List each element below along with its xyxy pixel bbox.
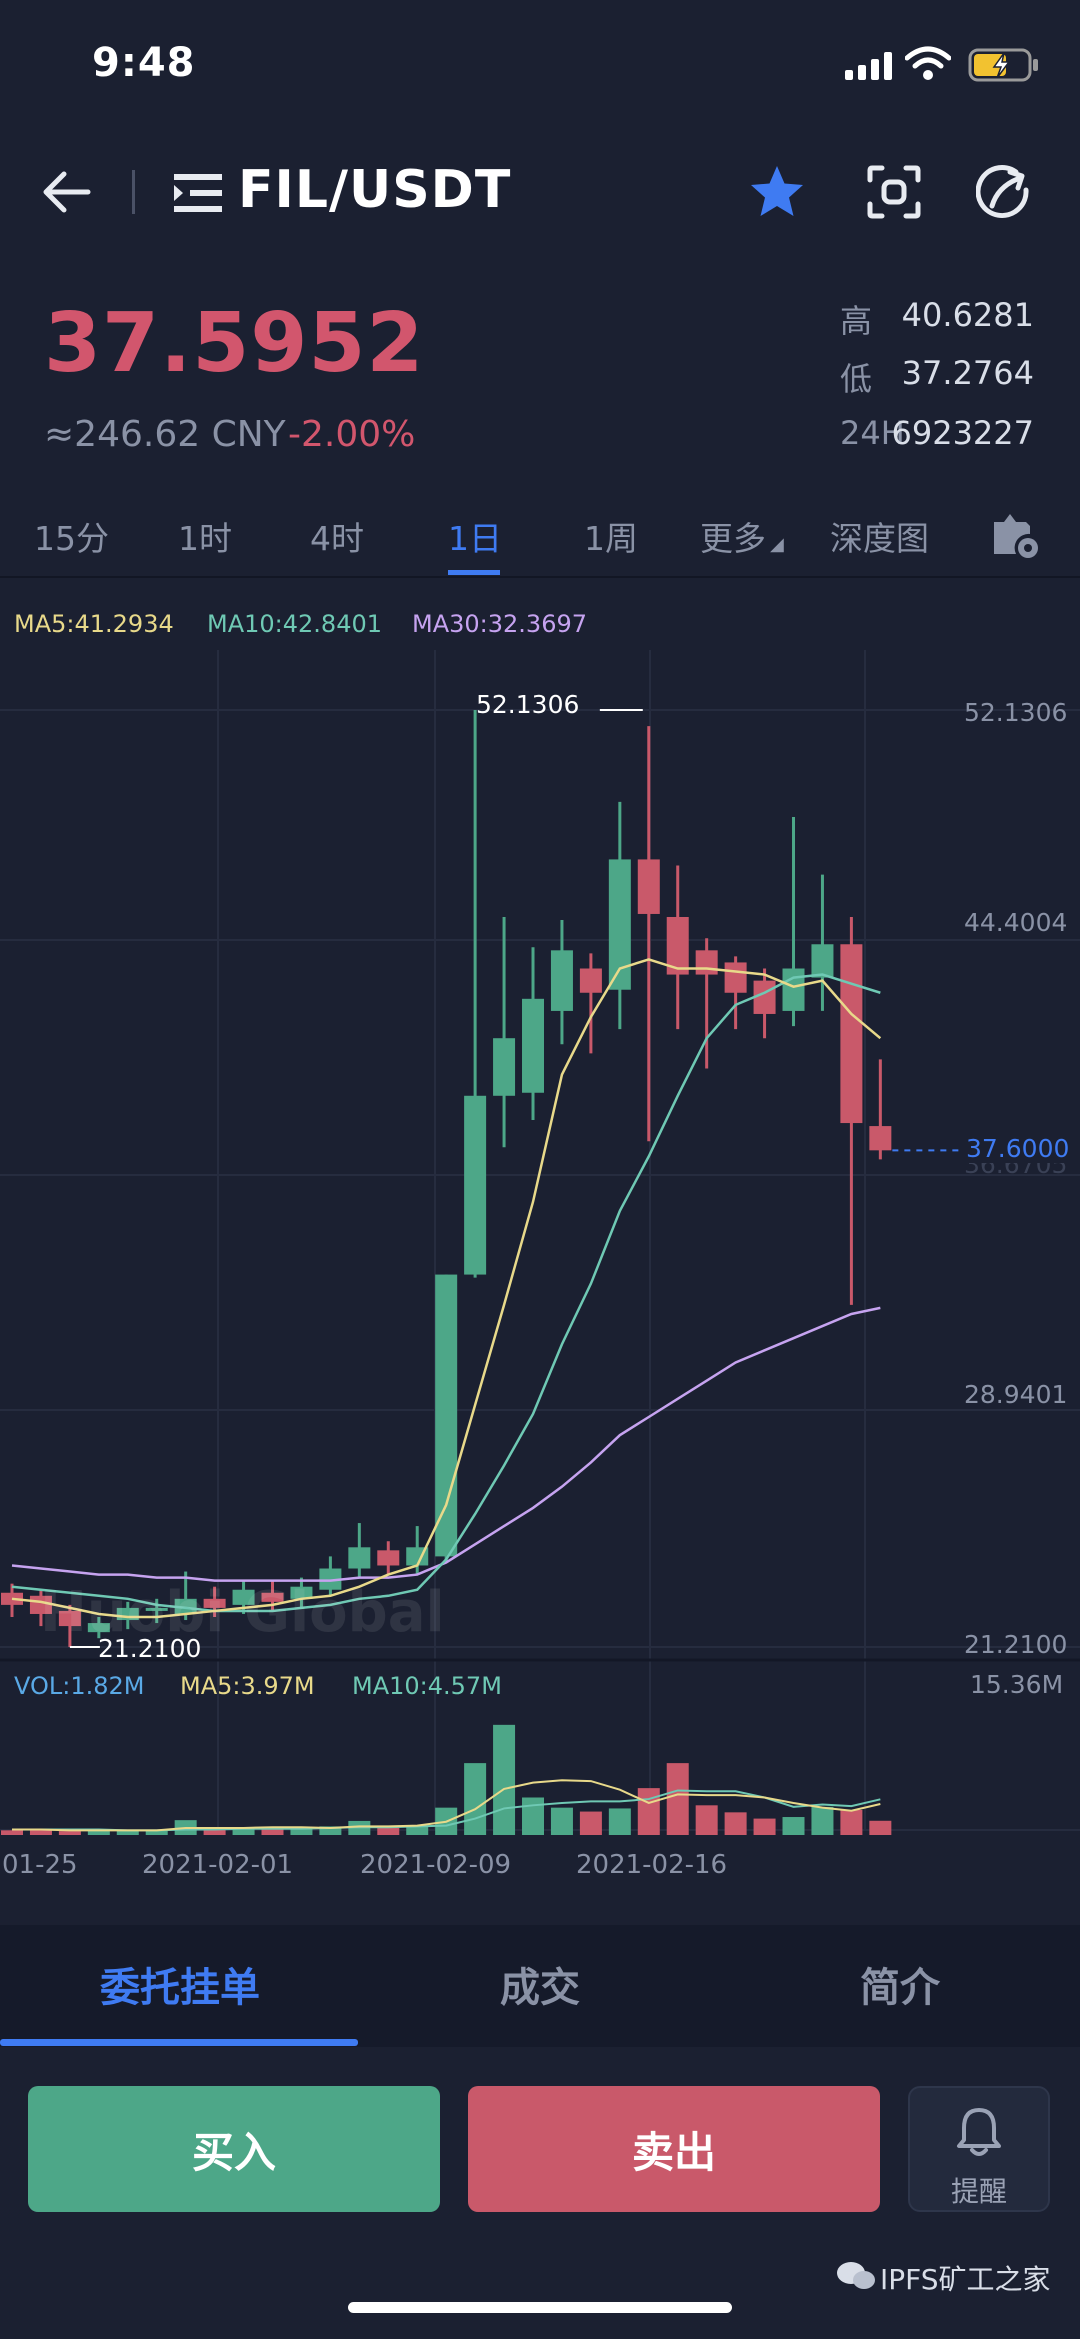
volume-bar (696, 1805, 718, 1835)
volume-bar (377, 1828, 399, 1835)
date-axis-label: 2021-02-16 (576, 1850, 727, 1880)
candle-body (493, 1038, 515, 1096)
chart-settings-icon[interactable] (990, 510, 1042, 564)
tab-4h[interactable]: 4时 (310, 512, 364, 560)
volume-bar (522, 1798, 544, 1836)
tab-depth-chart[interactable]: 深度图 (830, 512, 929, 560)
volume-ma10-legend: MA10:4.57M (352, 1672, 502, 1700)
price-axis-label: 44.4004 (964, 908, 1067, 937)
volume-bar (754, 1819, 776, 1835)
candle-body (811, 944, 833, 977)
tab-1h[interactable]: 1时 (178, 512, 232, 560)
ma30-legend: MA30:32.3697 (412, 610, 587, 638)
volume-bar (609, 1808, 631, 1835)
volume-24h-value: 6923227 (860, 414, 1034, 452)
bottom-tab-indicator (0, 2039, 358, 2046)
cellular-signal-icon (845, 52, 893, 84)
candle-body (348, 1547, 370, 1568)
tab-1w[interactable]: 1周 (584, 512, 638, 560)
candle-body (638, 859, 660, 914)
low-value: 37.2764 (860, 354, 1034, 392)
price-axis-label: 52.1306 (964, 698, 1067, 727)
candle-body (464, 1096, 486, 1275)
active-tab-indicator (448, 570, 500, 575)
max-price-annotation: 52.1306 (476, 690, 579, 719)
volume-bar (1, 1830, 23, 1835)
header-divider (132, 170, 135, 214)
candle-body (725, 962, 747, 992)
cny-price: ≈246.62 CNY (44, 414, 286, 455)
volume-ma5-legend: MA5:3.97M (180, 1672, 315, 1700)
volume-axis-max: 15.36M (970, 1670, 1063, 1699)
bell-icon (956, 2106, 1002, 2162)
ma5-legend: MA5:41.2934 (14, 610, 174, 638)
price-alert-button[interactable]: 提醒 (908, 2086, 1050, 2212)
screenshot-icon[interactable] (866, 164, 922, 224)
buy-button[interactable]: 买入 (28, 2086, 440, 2212)
wechat-icon (836, 2260, 876, 2296)
candle-body (377, 1550, 399, 1565)
candle-body (580, 969, 602, 993)
trading-pair-title[interactable]: FIL/USDT (238, 160, 511, 220)
volume-bar (464, 1763, 486, 1835)
share-icon[interactable] (976, 164, 1032, 224)
volume-bar (783, 1817, 805, 1835)
change-percent: -2.00% (288, 414, 415, 455)
candle-body (869, 1126, 891, 1150)
price-axis-label: 21.2100 (964, 1630, 1067, 1659)
wifi-icon (905, 46, 951, 84)
candle-body (696, 950, 718, 974)
tab-15m[interactable]: 15分 (34, 512, 109, 560)
candle-body (522, 999, 544, 1093)
date-axis-label: 2021-02-01 (142, 1850, 293, 1880)
volume-bar (59, 1831, 81, 1835)
ma10-legend: MA10:42.8401 (207, 610, 382, 638)
candle-body (783, 969, 805, 1011)
back-arrow-icon[interactable] (38, 168, 94, 220)
home-indicator (348, 2302, 732, 2313)
battery-charging-icon (968, 48, 1040, 86)
tab-trades[interactable]: 成交 (500, 1955, 580, 2013)
volume-legend: VOL:1.82M (14, 1672, 145, 1700)
volume-bar (725, 1812, 747, 1835)
candle-body (551, 950, 573, 1011)
volume-bar (667, 1763, 689, 1835)
volume-bar (811, 1807, 833, 1835)
volume-bar (580, 1812, 602, 1835)
tab-orders[interactable]: 委托挂单 (100, 1955, 260, 2013)
tab-1d[interactable]: 1日 (448, 512, 502, 560)
volume-bar (638, 1788, 660, 1835)
volume-bar (840, 1810, 862, 1835)
date-axis-label: 2021-02-09 (360, 1850, 511, 1880)
alert-label: 提醒 (910, 2170, 1048, 2210)
pair-list-icon[interactable] (174, 172, 224, 218)
volume-bar (493, 1725, 515, 1835)
kline-chart[interactable] (0, 578, 1080, 1908)
candle-body (435, 1275, 457, 1557)
tab-more[interactable]: 更多 ◢ (700, 512, 784, 560)
source-watermark: IPFS矿工之家 (880, 2258, 1051, 2298)
volume-bar (233, 1830, 255, 1835)
volume-bar (551, 1808, 573, 1835)
favorite-star-icon[interactable] (748, 164, 806, 224)
last-price: 37.5952 (44, 296, 424, 391)
tab-more-label: 更多 (700, 519, 766, 558)
tab-intro[interactable]: 简介 (860, 1955, 940, 2013)
exchange-watermark: Huobi Global (40, 1580, 445, 1645)
date-axis-label: 01-25 (2, 1850, 78, 1880)
sell-button[interactable]: 卖出 (468, 2086, 880, 2212)
current-price-marker: 37.6000 (966, 1134, 1069, 1163)
volume-bar (869, 1821, 891, 1835)
high-value: 40.6281 (860, 296, 1034, 334)
candle-body (840, 944, 862, 1123)
caret-down-icon: ◢ (770, 534, 784, 555)
price-axis-label: 28.9401 (964, 1380, 1067, 1409)
status-time: 9:48 (92, 40, 196, 86)
